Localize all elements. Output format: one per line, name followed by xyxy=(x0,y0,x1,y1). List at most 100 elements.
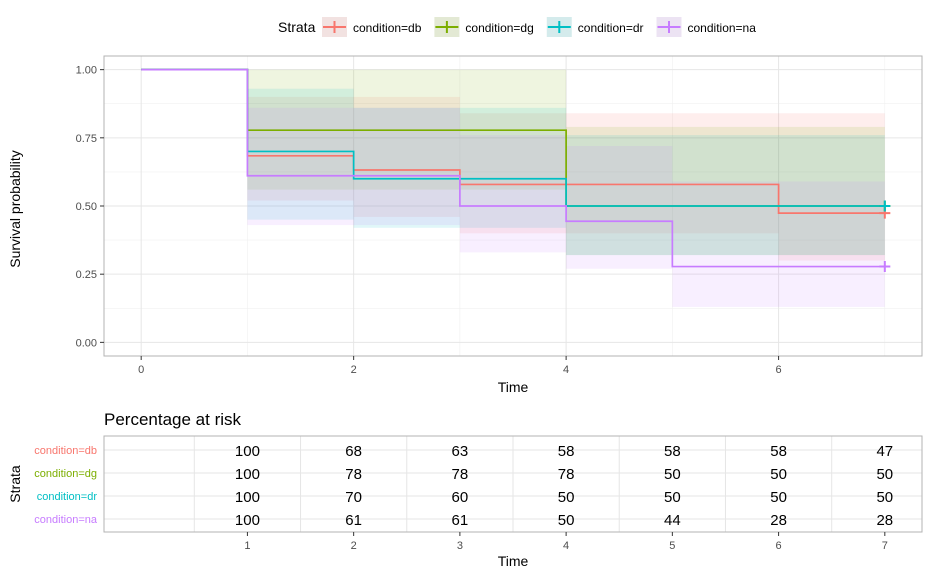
table-row-condition-db: 100 68 63 58 58 58 47 xyxy=(235,443,893,460)
confidence-band-condition-db xyxy=(247,96,885,261)
band-segment xyxy=(459,135,567,253)
band-segment xyxy=(778,113,885,261)
confidence-band-condition-dr xyxy=(247,88,885,256)
y-axis-ticks: 0.00 0.25 0.50 0.75 1.00 xyxy=(76,65,104,349)
x-tick-label: 6 xyxy=(776,364,782,376)
censor-mark-condition-dr xyxy=(879,200,891,212)
table-cell: 44 xyxy=(664,512,681,529)
legend-key-censor-mark xyxy=(328,21,341,33)
risk-table-x-ticks: 1 2 3 4 5 6 7 xyxy=(244,532,888,552)
confidence-bands xyxy=(247,69,885,307)
censor-marks xyxy=(879,200,891,273)
band-segment xyxy=(353,107,567,228)
table-cell: 28 xyxy=(876,512,893,529)
table-cell: 50 xyxy=(770,466,787,483)
y-tick-label: 1.00 xyxy=(76,65,97,77)
legend: Strata condition=db condition=dg condition… xyxy=(278,17,756,37)
risk-table: Percentage at risk condition=dbcondition… xyxy=(7,410,923,569)
table-cell: 78 xyxy=(345,466,362,483)
table-cell: 78 xyxy=(558,466,575,483)
table-x-tick-label: 4 xyxy=(563,540,569,552)
table-cell: 100 xyxy=(235,489,260,506)
table-cell: 63 xyxy=(452,443,469,460)
risk-table-border xyxy=(103,435,923,533)
table-cell: 61 xyxy=(345,512,362,529)
legend-key-censor-mark xyxy=(663,21,675,33)
y-tick-label: 0.50 xyxy=(76,201,97,213)
table-row-label-condition-dr: condition=dr xyxy=(37,491,98,503)
x-axis-ticks: 0 2 4 6 xyxy=(138,356,782,376)
table-cell: 50 xyxy=(664,489,681,506)
table-cell: 100 xyxy=(235,512,260,529)
table-x-tick-label: 5 xyxy=(669,540,675,552)
band-segment xyxy=(566,146,673,269)
legend-label: condition=na xyxy=(688,21,757,35)
y-tick-label: 0.00 xyxy=(76,337,97,349)
table-cell: 50 xyxy=(770,489,787,506)
table-row-condition-dr: 100 70 60 50 50 50 50 xyxy=(235,489,893,506)
legend-item-condition-na: condition=na xyxy=(656,17,757,37)
x-tick-label: 2 xyxy=(351,364,357,376)
survival-plot-panel: 0.00 0.25 0.50 0.75 1.00 0 2 4 6 Time Survival … xyxy=(7,55,923,395)
legend-item-condition-dr: condition=dr xyxy=(546,17,644,37)
table-cell: 58 xyxy=(770,443,787,460)
risk-table-x-axis-label: Time xyxy=(498,553,529,569)
band-segment xyxy=(566,126,885,256)
table-cell: 61 xyxy=(452,512,469,529)
table-cell: 50 xyxy=(876,489,893,506)
x-tick-label: 4 xyxy=(563,364,569,376)
table-cell: 78 xyxy=(452,466,469,483)
survival-curves xyxy=(141,68,885,268)
table-cell: 68 xyxy=(345,443,362,460)
table-cell: 60 xyxy=(452,489,469,506)
table-x-tick-label: 7 xyxy=(882,540,888,552)
table-x-tick-label: 3 xyxy=(457,540,463,552)
band-segment xyxy=(353,96,460,217)
risk-table-gridlines xyxy=(104,436,922,532)
band-segment xyxy=(566,135,885,256)
y-axis-label: Survival probability xyxy=(7,150,23,268)
legend-key-censor-mark xyxy=(440,21,453,33)
censor-mark-condition-na xyxy=(879,261,891,273)
table-row-label-condition-na: condition=na xyxy=(34,514,98,526)
table-row-condition-dg: 100 78 78 78 50 50 50 xyxy=(235,466,893,483)
x-axis-label: Time xyxy=(498,379,529,395)
band-segment xyxy=(247,96,354,201)
legend-label: condition=dg xyxy=(465,21,533,35)
table-x-tick-label: 1 xyxy=(244,540,250,552)
x-tick-label: 0 xyxy=(138,364,144,376)
table-cell: 100 xyxy=(235,443,260,460)
band-segment xyxy=(459,113,779,234)
table-cell: 58 xyxy=(664,443,681,460)
risk-table-row-labels: condition=db condition=dg condition=dr cond… xyxy=(34,445,98,526)
survival-curve-condition-na xyxy=(141,68,885,268)
y-tick-label: 0.75 xyxy=(76,133,97,145)
risk-table-cells: 100 68 63 58 58 58 47 100 78 78 78 50 50 50 100 70 60 50 5… xyxy=(235,443,893,529)
table-cell: 70 xyxy=(345,489,362,506)
table-row-label-condition-dg: condition=dg xyxy=(34,468,97,480)
y-tick-label: 0.25 xyxy=(76,269,97,281)
table-cell: 50 xyxy=(558,512,575,529)
table-cell: 50 xyxy=(876,466,893,483)
legend-title: Strata xyxy=(278,19,316,35)
band-segment xyxy=(247,88,354,220)
table-cell: 47 xyxy=(876,443,893,460)
table-cell: 58 xyxy=(558,443,575,460)
table-cell: 50 xyxy=(664,466,681,483)
table-row-label-condition-db: condition=db xyxy=(34,445,97,457)
table-cell: 50 xyxy=(558,489,575,506)
risk-table-title: Percentage at risk xyxy=(104,410,242,429)
legend-label: condition=dr xyxy=(578,21,644,35)
legend-label: condition=db xyxy=(353,21,422,35)
confidence-band-condition-na xyxy=(247,107,885,307)
legend-item-condition-db: condition=db xyxy=(322,17,422,37)
table-row-condition-na: 100 61 61 50 44 28 28 xyxy=(235,512,893,529)
legend-item-condition-dg: condition=dg xyxy=(434,17,534,37)
table-x-tick-label: 6 xyxy=(776,540,782,552)
table-cell: 28 xyxy=(770,512,787,529)
risk-table-y-axis-label: Strata xyxy=(7,465,23,503)
table-cell: 100 xyxy=(235,466,260,483)
legend-key-censor-mark xyxy=(553,21,566,33)
table-x-tick-label: 2 xyxy=(351,540,357,552)
